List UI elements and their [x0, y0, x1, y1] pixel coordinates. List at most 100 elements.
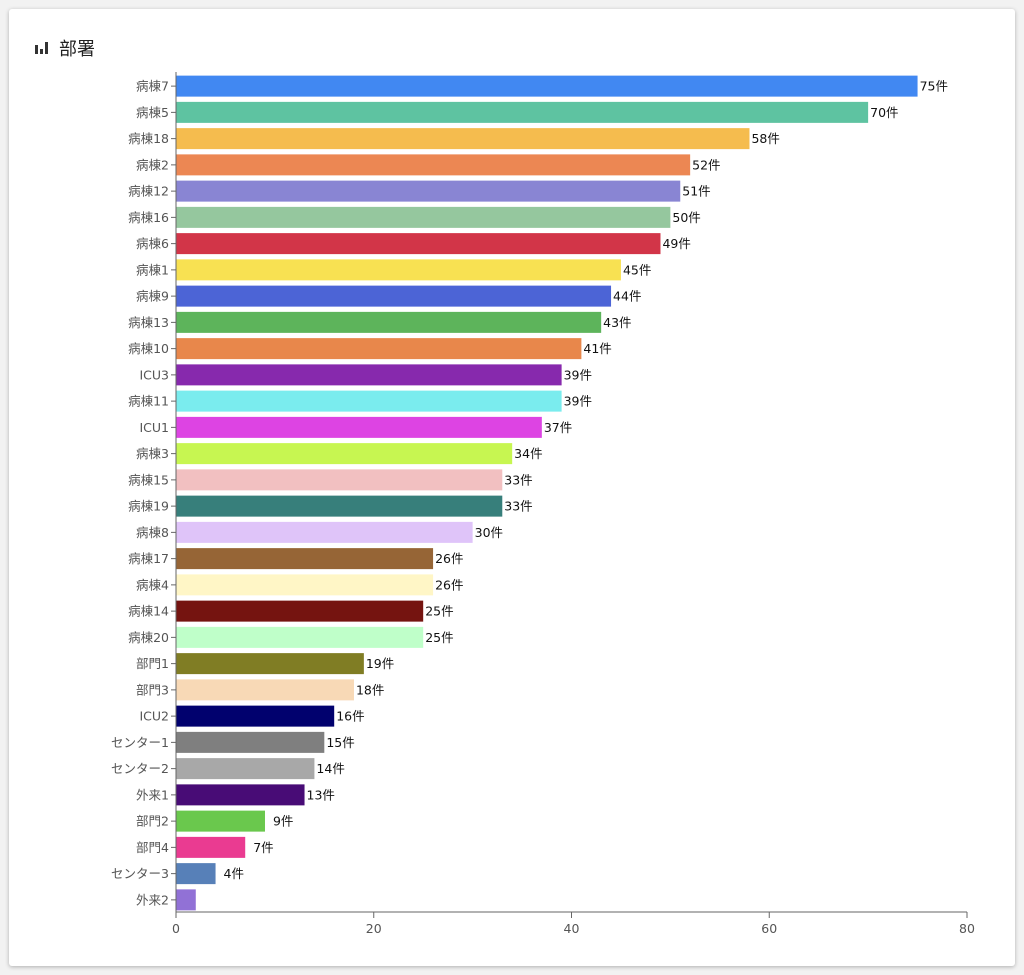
bar [176, 626, 424, 648]
value-label: 41件 [583, 341, 611, 356]
bar [176, 285, 612, 307]
category-label: 病棟11 [128, 394, 169, 409]
value-label: 50件 [672, 210, 700, 225]
card-header: 部署 [33, 35, 95, 61]
category-label: センター3 [111, 866, 169, 881]
category-label: 病棟3 [136, 446, 169, 461]
bar [176, 600, 424, 622]
category-label: 部門2 [136, 814, 169, 829]
category-label: 病棟1 [136, 262, 169, 277]
bar [176, 836, 246, 858]
bar [176, 784, 305, 806]
value-label: 13件 [307, 787, 335, 802]
value-label: 37件 [544, 420, 572, 435]
bar [176, 574, 434, 596]
x-tick-label: 20 [366, 921, 382, 936]
value-label: 34件 [514, 446, 542, 461]
category-label: 外来2 [136, 892, 169, 907]
category-label: 病棟12 [128, 184, 169, 199]
category-label: 部門1 [136, 656, 169, 671]
value-label: 49件 [662, 236, 690, 251]
value-label: 14件 [316, 761, 344, 776]
value-label: 25件 [425, 604, 453, 619]
bar [176, 863, 216, 885]
category-label: 病棟18 [128, 131, 169, 146]
bar [176, 679, 354, 701]
bar [176, 705, 335, 727]
value-label: 51件 [682, 184, 710, 199]
category-label: センター1 [111, 735, 169, 750]
value-label: 9件 [273, 814, 293, 829]
value-label: 30件 [475, 525, 503, 540]
category-label: 病棟4 [136, 577, 169, 592]
category-label: 外来1 [136, 787, 169, 802]
category-label: 病棟14 [128, 604, 169, 619]
x-tick-label: 60 [761, 921, 777, 936]
category-label: 病棟20 [128, 630, 169, 645]
value-label: 39件 [564, 394, 592, 409]
card-title: 部署 [59, 39, 95, 60]
bar [176, 338, 582, 360]
bar [176, 180, 681, 202]
bar [176, 233, 661, 255]
value-label: 45件 [623, 262, 651, 277]
value-label: 33件 [504, 499, 532, 514]
bar [176, 154, 691, 176]
bar [176, 469, 503, 491]
category-label: 部門3 [136, 682, 169, 697]
category-label: 病棟7 [136, 79, 169, 94]
category-label: 病棟13 [128, 315, 169, 330]
category-label: ICU3 [139, 367, 169, 382]
bar [176, 443, 513, 465]
category-label: 部門4 [136, 840, 169, 855]
bar [176, 889, 196, 911]
value-label: 16件 [336, 709, 364, 724]
value-label: 70件 [870, 105, 898, 120]
bar [176, 128, 750, 150]
bar [176, 495, 503, 517]
bar [176, 75, 918, 97]
bar [176, 101, 869, 123]
value-label: 26件 [435, 551, 463, 566]
category-label: 病棟16 [128, 210, 169, 225]
category-label: 病棟2 [136, 157, 169, 172]
category-label: 病棟10 [128, 341, 169, 356]
value-label: 58件 [751, 131, 779, 146]
bar [176, 416, 542, 438]
value-label: 19件 [366, 656, 394, 671]
value-label: 43件 [603, 315, 631, 330]
category-label: 病棟6 [136, 236, 169, 251]
value-label: 39件 [564, 367, 592, 382]
value-label: 26件 [435, 577, 463, 592]
value-label: 7件 [253, 840, 273, 855]
bar [176, 206, 671, 228]
bar [176, 364, 562, 386]
x-tick-label: 40 [564, 921, 580, 936]
value-label: 44件 [613, 289, 641, 304]
value-label: 75件 [920, 79, 948, 94]
value-label: 4件 [224, 866, 244, 881]
category-label: 病棟8 [136, 525, 169, 540]
bar [176, 548, 434, 570]
x-tick-label: 0 [172, 921, 180, 936]
bar [176, 390, 562, 412]
category-label: 病棟19 [128, 499, 169, 514]
category-label: ICU2 [139, 709, 169, 724]
category-label: 病棟15 [128, 472, 169, 487]
category-label: 病棟9 [136, 289, 169, 304]
bar [176, 311, 602, 333]
category-label: センター2 [111, 761, 169, 776]
bar [176, 259, 621, 281]
value-label: 15件 [326, 735, 354, 750]
bar [176, 521, 473, 543]
category-label: 病棟17 [128, 551, 169, 566]
value-label: 33件 [504, 472, 532, 487]
category-label: ICU1 [139, 420, 169, 435]
bar [176, 810, 265, 832]
bar-chart-icon [33, 40, 49, 56]
value-label: 18件 [356, 682, 384, 697]
x-tick-label: 80 [959, 921, 975, 936]
value-label: 25件 [425, 630, 453, 645]
category-label: 病棟5 [136, 105, 169, 120]
